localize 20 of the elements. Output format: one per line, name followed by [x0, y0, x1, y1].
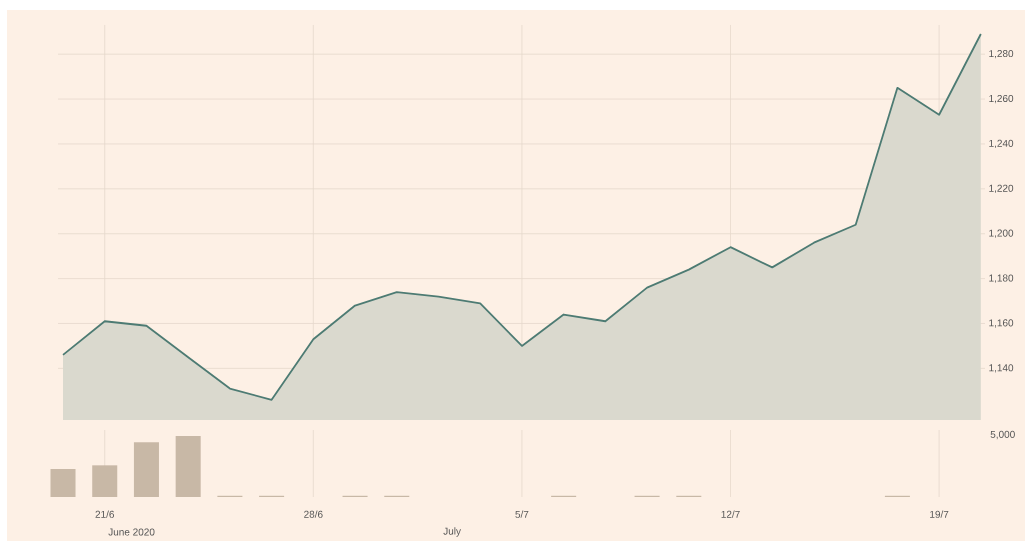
x-tick-label: 21/6 [95, 510, 115, 518]
x-tick-label: 19/7 [930, 510, 949, 518]
y-tick-label: 1,220 [989, 184, 1014, 193]
x-tick-label: 28/6 [304, 510, 323, 518]
bar [50, 468, 76, 497]
bar [133, 442, 159, 497]
bar [92, 465, 118, 497]
annotation: 5,000 [990, 430, 1015, 440]
x-tick-label: 12/7 [721, 510, 740, 518]
text: July [443, 527, 461, 537]
text: June 2020 [108, 528, 155, 536]
x-tick-label: 5/7 [515, 510, 529, 518]
y-tick-label: 1,280 [989, 50, 1014, 59]
y-tick-label: 1,200 [989, 229, 1014, 238]
y-tick-label: 1,260 [989, 94, 1014, 104]
bar [175, 436, 201, 497]
y-tick-label: 1,240 [989, 139, 1014, 149]
y-tick-label: 1,140 [989, 364, 1014, 373]
y-tick-label: 1,160 [989, 319, 1014, 328]
y-tick-label: 1,180 [989, 274, 1014, 283]
